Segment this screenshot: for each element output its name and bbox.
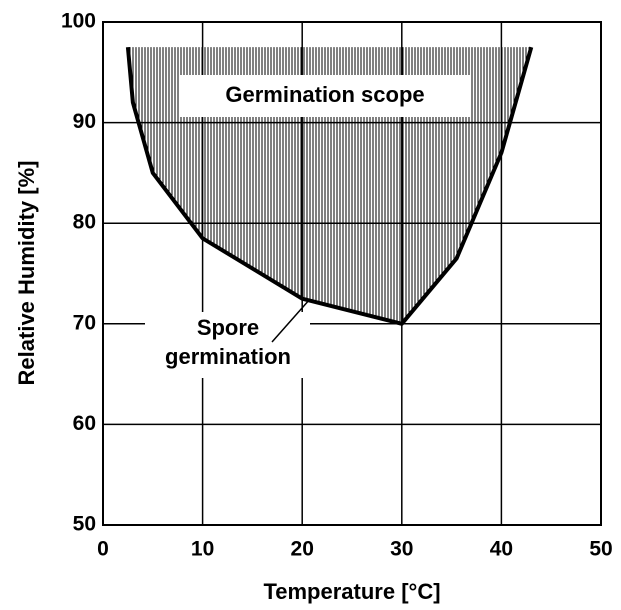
y-tick-label: 80: [73, 211, 96, 234]
curve-group: [125, 46, 534, 326]
x-tick-label: 30: [390, 538, 413, 561]
leader-line: [271, 298, 311, 343]
label-box: [180, 75, 470, 117]
x-tick-label: 10: [191, 538, 214, 561]
y-tick-label: 50: [73, 513, 96, 536]
area-label: Germination scope: [225, 82, 424, 107]
x-tick-label: 0: [97, 538, 109, 561]
label-box: [145, 312, 310, 378]
boundary-line: [125, 46, 534, 326]
x-tick-label: 50: [589, 538, 612, 561]
x-tick-label: 20: [291, 538, 314, 561]
y-axis-title: Relative Humidity [%]: [14, 161, 39, 386]
x-tick-label: 40: [490, 538, 513, 561]
y-tick-label: 100: [61, 10, 96, 33]
y-tick-label: 60: [73, 412, 96, 435]
curve-label: germination: [165, 344, 291, 369]
curve-label: Spore: [197, 315, 259, 340]
plot-frame: [102, 21, 602, 526]
y-tick-label: 70: [73, 311, 96, 334]
x-axis-title: Temperature [°C]: [263, 579, 440, 604]
y-tick-label: 90: [73, 110, 96, 133]
